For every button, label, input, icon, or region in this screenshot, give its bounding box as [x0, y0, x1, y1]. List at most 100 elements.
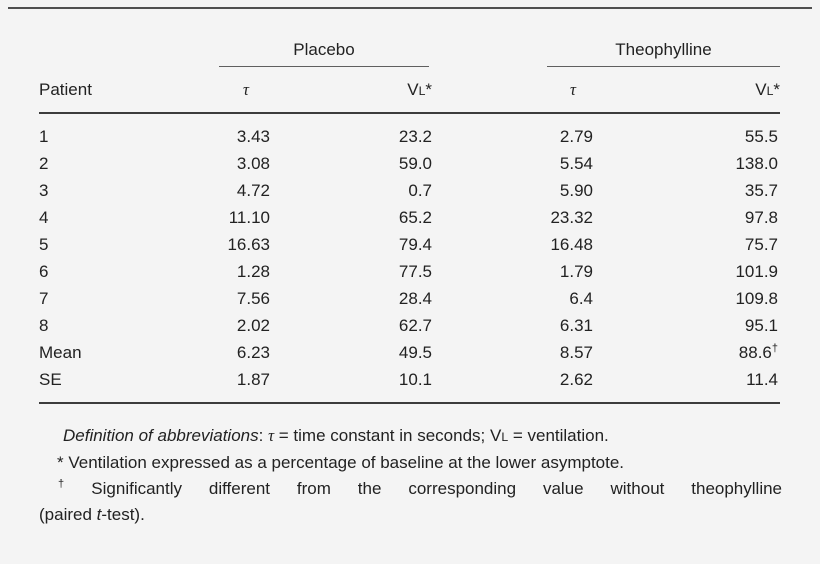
table-row: 7 7.56 28.4 6.4 109.8: [39, 285, 780, 312]
vl-asterisk: *: [425, 79, 432, 99]
vl-smallcap-l: L: [766, 83, 774, 98]
vl-value: 11.4: [746, 369, 778, 389]
bottom-rule-row: [39, 393, 780, 403]
table-row-mean: Mean 6.23 49.5 8.57 88.6†: [39, 339, 780, 366]
cell-theophylline-vl: 55.5: [593, 123, 780, 150]
footnote-definition-colon: :: [258, 426, 269, 445]
footnote-definition-text: = ventilation.: [508, 426, 609, 445]
vl-value: 95.1: [744, 315, 778, 335]
group-header-theophylline: Theophylline: [432, 30, 780, 67]
vl-label: V: [407, 79, 419, 99]
cell-patient: 6: [39, 261, 49, 281]
vl-value: 109.8: [735, 288, 778, 308]
tau-symbol: τ: [243, 79, 249, 99]
cell-theophylline-vl: 97.8: [593, 204, 780, 231]
vl-value: 35.7: [744, 180, 778, 200]
cell-placebo-vl: 79.4: [398, 234, 432, 254]
vl-value: 55.5: [744, 126, 778, 146]
cell-placebo-vl: 62.7: [398, 315, 432, 335]
cell-theophylline-tau: 6.4: [569, 288, 593, 308]
group-header-row: Placebo Theophylline: [39, 30, 780, 67]
column-header-row: Patient τ VL* τ VL*: [39, 67, 780, 114]
cell-theophylline-vl: 138.0: [593, 150, 780, 177]
tau-symbol: τ: [570, 79, 576, 99]
cell-patient: 2: [39, 153, 49, 173]
cell-patient: 4: [39, 207, 49, 227]
vl-value: 75.7: [744, 234, 778, 254]
col-header-vl-theophylline: VL*: [593, 67, 780, 114]
dagger-superscript: †: [771, 341, 778, 354]
cell-placebo-tau: 6.23: [236, 342, 270, 362]
cell-theophylline-tau: 2.79: [559, 126, 593, 146]
group-label-placebo: Placebo: [293, 40, 355, 59]
table-row: 8 2.02 62.7 6.31 95.1: [39, 312, 780, 339]
cell-placebo-tau: 7.56: [236, 288, 270, 308]
cell-theophylline-tau: 2.62: [559, 369, 593, 389]
table-row: 6 1.28 77.5 1.79 101.9: [39, 258, 780, 285]
footnote-paired-post: -test).: [101, 505, 145, 524]
top-rule: [8, 7, 812, 9]
cell-theophylline-tau: 23.32: [550, 207, 593, 227]
table-row: 4 11.10 65.2 23.32 97.8: [39, 204, 780, 231]
theophylline-underline: Theophylline: [547, 40, 780, 67]
footnote-definition-text: = time constant in seconds; V: [274, 426, 502, 445]
cell-patient: 5: [39, 234, 49, 254]
footnote-definition-label: Definition of abbreviations: [63, 426, 259, 445]
table-row: 3 4.72 0.7 5.90 35.7: [39, 177, 780, 204]
cell-placebo-vl: 23.2: [398, 126, 432, 146]
footnotes: Definition of abbreviations: τ = time co…: [39, 423, 782, 528]
col-header-vl-placebo: VL*: [270, 67, 432, 114]
cell-theophylline-tau: 5.90: [559, 180, 593, 200]
col-header-tau-placebo: τ: [170, 67, 270, 114]
cell-theophylline-tau: 5.54: [559, 153, 593, 173]
group-header-placebo: Placebo: [170, 30, 432, 67]
cell-theophylline-vl: 101.9: [593, 258, 780, 285]
cell-placebo-vl: 49.5: [398, 342, 432, 362]
footnote-asterisk: * Ventilation expressed as a percentage …: [57, 453, 625, 472]
footnote-paired-pre: (paired: [39, 505, 97, 524]
group-label-theophylline: Theophylline: [615, 40, 712, 59]
cell-patient: Mean: [39, 342, 82, 362]
table-row-se: SE 1.87 10.1 2.62 11.4: [39, 366, 780, 393]
cell-patient: 8: [39, 315, 49, 335]
cell-placebo-tau: 1.28: [236, 261, 270, 281]
cell-patient: 7: [39, 288, 49, 308]
cell-placebo-tau: 4.72: [236, 180, 270, 200]
cell-placebo-vl: 59.0: [398, 153, 432, 173]
cell-placebo-vl: 77.5: [398, 261, 432, 281]
vl-value: 101.9: [735, 261, 778, 281]
cell-placebo-tau: 2.02: [236, 315, 270, 335]
cell-placebo-vl: 65.2: [398, 207, 432, 227]
tau-symbol: τ: [268, 426, 275, 445]
placebo-underline: Placebo: [219, 40, 429, 67]
cell-theophylline-tau: 16.48: [550, 234, 593, 254]
vl-value: 97.8: [744, 207, 778, 227]
cell-placebo-tau: 1.87: [236, 369, 270, 389]
cell-patient: 3: [39, 180, 49, 200]
col-header-patient: Patient: [39, 67, 170, 114]
cell-theophylline-tau: 1.79: [559, 261, 593, 281]
cell-theophylline-vl: 88.6†: [593, 339, 780, 366]
footnote-dagger-continued: (paired t-test).: [39, 502, 782, 528]
corner-cell: [39, 30, 170, 67]
cell-theophylline-vl: 11.4: [593, 366, 780, 393]
dagger-superscript: †: [58, 478, 87, 491]
vl-smallcap-l: L: [418, 83, 426, 98]
vl-label: V: [755, 79, 767, 99]
footnote-italic-t: t: [96, 505, 102, 524]
table-row: 1 3.43 23.2 2.79 55.5: [39, 123, 780, 150]
footnote-dagger: † Significantly different from the corres…: [39, 476, 782, 502]
vl-smallcap-l: L: [501, 430, 509, 444]
cell-theophylline-vl: 75.7: [593, 231, 780, 258]
cell-patient: 1: [39, 126, 49, 146]
vl-asterisk: *: [773, 79, 780, 99]
cell-placebo-tau: 16.63: [227, 234, 270, 254]
col-header-tau-theophylline: τ: [432, 67, 593, 114]
footnote-definitions: Definition of abbreviations: τ = time co…: [39, 423, 782, 450]
cell-patient: SE: [39, 369, 62, 389]
table-row: 2 3.08 59.0 5.54 138.0: [39, 150, 780, 177]
cell-theophylline-tau: 8.57: [559, 342, 593, 362]
cell-placebo-vl: 10.1: [398, 369, 432, 389]
vl-value: 138.0: [735, 153, 778, 173]
